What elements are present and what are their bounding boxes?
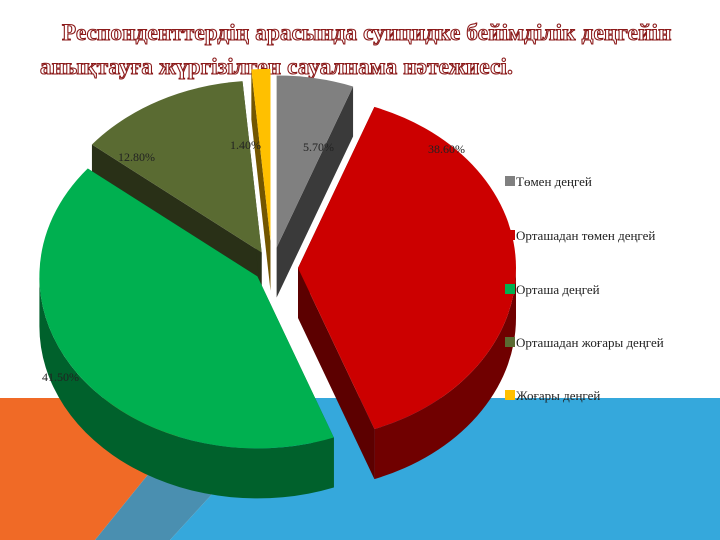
slice-side-5-1 xyxy=(251,69,271,291)
legend-swatch xyxy=(505,337,515,347)
data-label-4: 12.80% xyxy=(118,150,155,164)
data-label-3: 41.50% xyxy=(42,370,79,384)
slice-top-3 xyxy=(39,168,334,449)
slide-title: Респонденттердің арасында суицидке бейім… xyxy=(39,16,700,84)
legend-label: Жоғары деңгей xyxy=(516,388,601,403)
slice-top-2 xyxy=(298,106,516,430)
legend-label: Төмен деңгей xyxy=(516,174,592,189)
legend-item: Орташадан жоғары деңгей xyxy=(505,333,705,352)
slice-top-5 xyxy=(251,68,271,241)
slice-side-2-2 xyxy=(298,268,375,480)
slice-wall-2 xyxy=(374,268,516,480)
legend-item: Орташа деңгей xyxy=(505,280,705,299)
title-line-2: анықтауға жүргізілген сауалнама нәтежиес… xyxy=(39,53,514,79)
pie-slice-1 xyxy=(276,75,354,298)
pie-slice-5 xyxy=(251,68,271,291)
data-label-1: 5.70% xyxy=(303,140,334,154)
legend-item: Жоғары деңгей xyxy=(505,386,705,405)
slice-side-1-2 xyxy=(276,86,354,298)
legend-label: Орташадан жоғары деңгей xyxy=(516,335,664,350)
legend-item: Орташадан төмен деңгей xyxy=(505,226,705,245)
data-label-2: 38.60% xyxy=(428,142,465,156)
legend-swatch xyxy=(505,176,515,186)
legend-label: Орташа деңгей xyxy=(516,282,600,297)
title-line-1: Респонденттердің арасында суицидке бейім… xyxy=(61,19,672,45)
legend-label: Орташадан төмен деңгей xyxy=(516,228,656,243)
legend-swatch xyxy=(505,284,515,294)
pie-slice-3 xyxy=(39,168,334,499)
legend-swatch xyxy=(505,230,515,240)
data-label-5: 1.40% xyxy=(230,138,261,152)
slice-top-1 xyxy=(276,75,354,248)
legend-item: Төмен деңгей xyxy=(505,172,705,191)
slice-top-4 xyxy=(91,81,262,253)
legend-swatch xyxy=(505,390,515,400)
slice-wall-3 xyxy=(39,276,334,499)
pie-slice-2 xyxy=(298,106,516,480)
